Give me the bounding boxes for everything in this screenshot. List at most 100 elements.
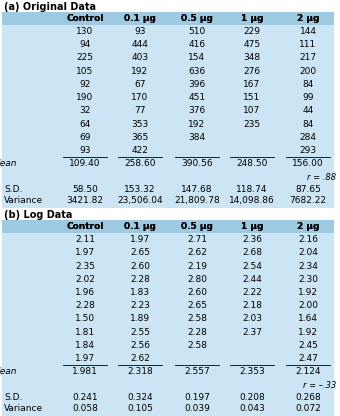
Text: 2 μg: 2 μg [297, 14, 319, 23]
Text: 2 μg: 2 μg [297, 14, 319, 23]
Text: 1.97: 1.97 [130, 235, 150, 244]
Text: 99: 99 [302, 93, 314, 102]
Text: 192: 192 [132, 67, 149, 76]
Text: 2 μg: 2 μg [297, 222, 319, 231]
Text: 7682.22: 7682.22 [289, 196, 326, 205]
Text: Control: Control [66, 222, 104, 231]
Text: 1 μg: 1 μg [241, 222, 263, 231]
Text: 2.18: 2.18 [242, 301, 262, 310]
Text: Control: Control [66, 14, 104, 23]
Bar [2, 220, 334, 233]
Text: 0.324: 0.324 [127, 393, 153, 402]
Text: r = –.33: r = –.33 [303, 381, 336, 390]
Text: 284: 284 [300, 133, 317, 142]
Text: 2.22: 2.22 [242, 288, 262, 297]
Text: 0.039: 0.039 [184, 404, 210, 413]
Text: 1.64: 1.64 [298, 314, 318, 324]
Text: 1.97: 1.97 [75, 248, 95, 258]
Text: 93: 93 [134, 27, 146, 36]
Text: Variance: Variance [4, 404, 43, 413]
Text: 14,098.86: 14,098.86 [229, 196, 275, 205]
Text: (b) Log Data: (b) Log Data [4, 210, 72, 220]
Text: 2.02: 2.02 [75, 275, 95, 284]
Text: 376: 376 [188, 106, 206, 115]
Bar [2, 220, 334, 233]
Text: 1 μg: 1 μg [241, 14, 263, 23]
Text: 2.37: 2.37 [242, 328, 262, 337]
Text: 130: 130 [76, 27, 94, 36]
Text: 0.058: 0.058 [72, 404, 98, 413]
Text: 2.56: 2.56 [130, 341, 150, 350]
Text: 154: 154 [188, 54, 206, 62]
Text: 353: 353 [131, 119, 149, 129]
Text: 225: 225 [76, 54, 94, 62]
Text: 2 μg: 2 μg [297, 222, 319, 231]
Text: 2.60: 2.60 [130, 262, 150, 271]
Text: Control: Control [66, 14, 104, 23]
Bar [2, 12, 334, 208]
Text: (a) Original Data: (a) Original Data [4, 2, 96, 12]
Text: 3421.82: 3421.82 [67, 196, 103, 205]
Text: 94: 94 [79, 40, 91, 50]
Text: 147.68: 147.68 [181, 185, 213, 194]
Text: 2.04: 2.04 [298, 248, 318, 258]
Text: 0.072: 0.072 [295, 404, 321, 413]
Text: Variance: Variance [4, 196, 43, 205]
Text: 258.60: 258.60 [124, 159, 156, 168]
Text: 2.34: 2.34 [298, 262, 318, 271]
Text: 1.981: 1.981 [72, 367, 98, 376]
Text: 451: 451 [188, 93, 206, 102]
Text: 510: 510 [188, 27, 206, 36]
Text: Mean: Mean [0, 367, 17, 376]
Text: Control: Control [66, 222, 104, 231]
Text: 1 μg: 1 μg [241, 14, 263, 23]
Text: 69: 69 [79, 133, 91, 142]
Text: 2.44: 2.44 [242, 275, 262, 284]
Text: 0.268: 0.268 [295, 393, 321, 402]
Text: 1.97: 1.97 [75, 354, 95, 363]
Text: 2.62: 2.62 [130, 354, 150, 363]
Text: 1.96: 1.96 [75, 288, 95, 297]
Text: 2.68: 2.68 [242, 248, 262, 258]
Text: 2.35: 2.35 [75, 262, 95, 271]
Text: 170: 170 [131, 93, 149, 102]
Text: 422: 422 [132, 146, 149, 155]
Text: 21,809.78: 21,809.78 [174, 196, 220, 205]
Text: 2.557: 2.557 [184, 367, 210, 376]
Text: 153.32: 153.32 [124, 185, 156, 194]
Text: 217: 217 [300, 54, 317, 62]
Text: 2.55: 2.55 [130, 328, 150, 337]
Text: 2.318: 2.318 [127, 367, 153, 376]
Bar [2, 220, 334, 416]
Text: 235: 235 [243, 119, 260, 129]
Text: 44: 44 [302, 106, 313, 115]
Text: 93: 93 [79, 146, 91, 155]
Text: 151: 151 [243, 93, 261, 102]
Text: 2.45: 2.45 [298, 341, 318, 350]
Text: 2.71: 2.71 [187, 235, 207, 244]
Text: 0.5 μg: 0.5 μg [181, 222, 213, 231]
Text: 0.105: 0.105 [127, 404, 153, 413]
Text: 365: 365 [131, 133, 149, 142]
Text: 2.58: 2.58 [187, 341, 207, 350]
Text: 1.92: 1.92 [298, 288, 318, 297]
Text: 293: 293 [300, 146, 317, 155]
Text: 190: 190 [76, 93, 94, 102]
Text: 58.50: 58.50 [72, 185, 98, 194]
Text: 2.47: 2.47 [298, 354, 318, 363]
Text: 2.11: 2.11 [75, 235, 95, 244]
Text: 156.00: 156.00 [292, 159, 324, 168]
Text: 77: 77 [134, 106, 146, 115]
Text: 2.65: 2.65 [130, 248, 150, 258]
Text: 396: 396 [188, 80, 206, 89]
Text: 32: 32 [79, 106, 91, 115]
Text: 248.50: 248.50 [236, 159, 268, 168]
Bar [2, 12, 334, 25]
Text: 2.353: 2.353 [239, 367, 265, 376]
Text: 2.00: 2.00 [298, 301, 318, 310]
Text: Mean: Mean [0, 159, 17, 168]
Text: 2.62: 2.62 [187, 248, 207, 258]
Text: 23,506.04: 23,506.04 [117, 196, 163, 205]
Text: 167: 167 [243, 80, 261, 89]
Text: 2.28: 2.28 [187, 328, 207, 337]
